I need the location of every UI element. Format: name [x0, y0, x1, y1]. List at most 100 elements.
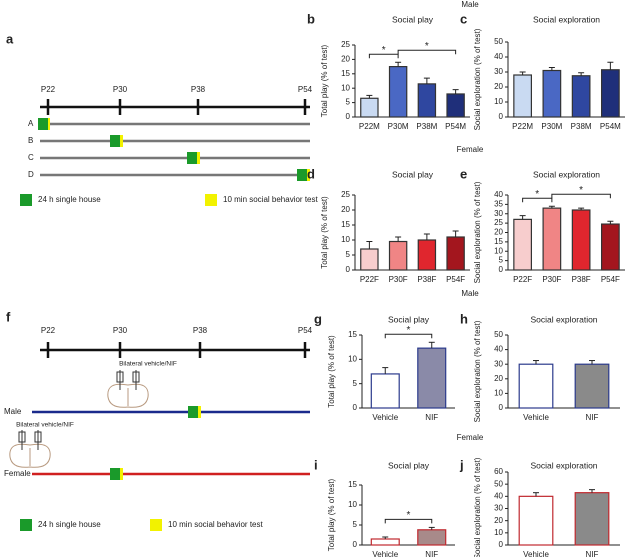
timepoint: P30	[113, 326, 128, 335]
y-tick-label: 40	[494, 491, 503, 500]
significance-bracket	[384, 518, 433, 524]
bar	[417, 83, 437, 118]
y-axis-label: Total play (% of test)	[327, 478, 336, 551]
y-tick-label: 5	[346, 250, 351, 259]
y-tick-label: 40	[494, 345, 503, 354]
y-tick-label: 15	[348, 330, 357, 339]
timepoint: P30	[113, 85, 128, 94]
x-tick-label: P54F	[446, 275, 465, 284]
y-axis-label: Social exploration (% of test)	[473, 28, 482, 130]
bar	[417, 529, 447, 546]
chart-title: Social exploration	[533, 14, 600, 24]
x-tick-label: Vehicle	[372, 413, 398, 422]
panel-letter: j	[459, 457, 464, 472]
significance-bracket	[551, 193, 611, 199]
bar	[360, 97, 379, 118]
chart-title: Social play	[392, 14, 434, 24]
group-label: Male	[4, 407, 22, 416]
x-tick-label: P30F	[389, 275, 408, 284]
timepoint: P38	[191, 85, 206, 94]
y-tick-label: 20	[341, 205, 350, 214]
y-tick-label: 10	[494, 528, 503, 537]
timeline	[40, 99, 310, 115]
x-tick-label: Vehicle	[523, 550, 549, 557]
x-tick-label: P54M	[445, 122, 466, 131]
y-tick-label: 5	[499, 256, 504, 265]
chart-title: Social play	[388, 314, 430, 324]
timepoint: P54	[298, 326, 313, 335]
panel-letter: a	[6, 31, 14, 46]
x-tick-label: P22M	[359, 122, 380, 131]
x-tick-label: P38M	[416, 122, 437, 131]
chart-title: Social exploration	[533, 169, 600, 179]
bar	[600, 69, 620, 118]
x-tick-label: NIF	[425, 550, 438, 557]
significance-label: *	[579, 185, 583, 196]
x-tick-label: P30F	[542, 275, 561, 284]
y-tick-label: 5	[353, 520, 358, 529]
brain-icon	[107, 370, 149, 408]
y-tick-label: 35	[494, 199, 503, 208]
significance-label: *	[382, 45, 386, 56]
bar	[388, 65, 408, 118]
x-tick-label: NIF	[586, 413, 599, 422]
y-axis-label: Total play (% of test)	[320, 196, 329, 269]
x-tick-label: NIF	[586, 550, 599, 557]
significance-label: *	[425, 41, 429, 52]
panel-letter: g	[314, 311, 322, 326]
panel-letter: b	[307, 11, 315, 26]
y-tick-label: 40	[494, 190, 503, 199]
y-tick-label: 20	[494, 228, 503, 237]
y-tick-label: 25	[341, 40, 350, 49]
y-tick-label: 0	[499, 403, 504, 412]
y-axis-label: Social exploration (% of test)	[473, 457, 482, 557]
y-tick-label: 50	[494, 479, 503, 488]
y-tick-label: 15	[341, 220, 350, 229]
x-tick-label: P38F	[572, 275, 591, 284]
legend-label: 10 min social behavior test	[168, 520, 263, 529]
y-tick-label: 10	[494, 389, 503, 398]
x-tick-label: P38M	[571, 122, 592, 131]
y-tick-label: 0	[353, 403, 358, 412]
legend-swatch	[205, 194, 217, 206]
bar	[518, 363, 554, 409]
bar	[417, 239, 437, 271]
housing-marker	[110, 468, 120, 480]
y-tick-label: 0	[346, 112, 351, 121]
timeline	[40, 342, 310, 358]
legend-swatch	[20, 194, 32, 206]
chart-title: Social exploration	[530, 314, 597, 324]
panel-letter: c	[460, 11, 467, 26]
panel-letter: d	[307, 166, 315, 181]
y-tick-label: 10	[348, 500, 357, 509]
y-tick-label: 60	[494, 467, 503, 476]
y-tick-label: 15	[341, 69, 350, 78]
bar	[388, 240, 408, 271]
section-header: Female	[457, 433, 484, 442]
row-label: B	[28, 136, 33, 145]
panel-letter: h	[460, 311, 468, 326]
y-tick-label: 40	[494, 52, 503, 61]
injection-label: Bilateral vehicle/NIF	[119, 361, 177, 368]
row-label: D	[28, 170, 34, 179]
x-tick-label: P54M	[600, 122, 621, 131]
x-tick-label: Vehicle	[372, 550, 398, 557]
bar	[446, 93, 465, 118]
y-axis-label: Social exploration (% of test)	[473, 181, 482, 283]
legend-swatch	[150, 519, 162, 531]
y-tick-label: 10	[494, 246, 503, 255]
bar	[542, 207, 562, 271]
y-tick-label: 25	[494, 218, 503, 227]
x-tick-label: P22M	[512, 122, 533, 131]
housing-marker	[188, 406, 198, 418]
bar	[513, 218, 532, 271]
bar	[574, 492, 610, 546]
bar	[417, 347, 447, 409]
y-tick-label: 20	[341, 55, 350, 64]
bar	[360, 248, 379, 271]
row-label: A	[28, 119, 34, 128]
x-tick-label: P30M	[388, 122, 409, 131]
x-tick-label: Vehicle	[523, 413, 549, 422]
x-tick-label: P54F	[601, 275, 620, 284]
